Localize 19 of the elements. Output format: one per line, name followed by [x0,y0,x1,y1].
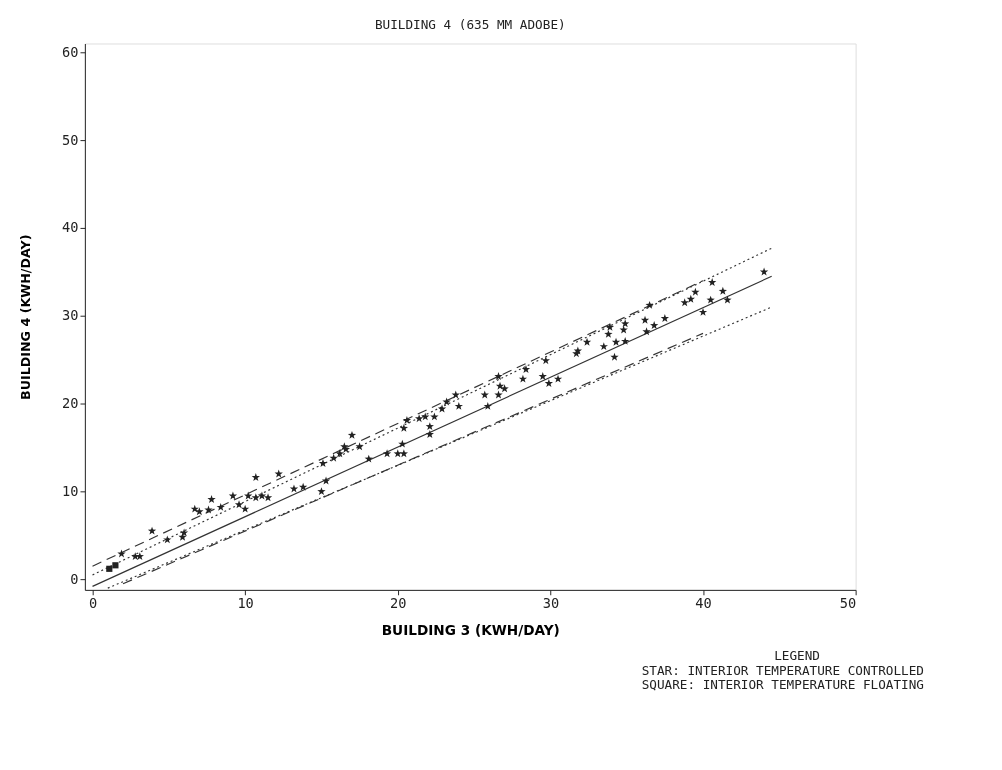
x-tick-label: 0 [88,594,98,611]
x-tick-label: 50 [839,594,857,611]
text: STAR: INTERIOR TEMPERATURE CONTROLLED [641,662,924,678]
text: SQUARE: INTERIOR TEMPERATURE FLOATING [641,677,924,693]
x-tick-label: 40 [695,594,712,611]
y-axis-title: BUILDING 4 (KWH/DAY) [17,234,33,400]
y-tick-label: 30 [62,307,79,324]
x-axis-title: BUILDING 3 (KWH/DAY) [381,622,560,639]
y-tick-label: 20 [62,395,79,412]
y-tick-label: 40 [62,219,79,236]
x-tick-label: 30 [542,594,560,611]
y-tick-label: 60 [62,43,79,60]
chart-title: BUILDING 4 (635 MM ADOBE) [374,16,566,32]
x-tick-label: 20 [390,594,407,611]
y-tick-label: 10 [62,482,79,499]
x-tick-label: 10 [237,594,254,611]
y-tick-label: 0 [70,570,79,587]
y-tick-label: 50 [62,131,79,148]
text: LEGEND [774,648,820,664]
